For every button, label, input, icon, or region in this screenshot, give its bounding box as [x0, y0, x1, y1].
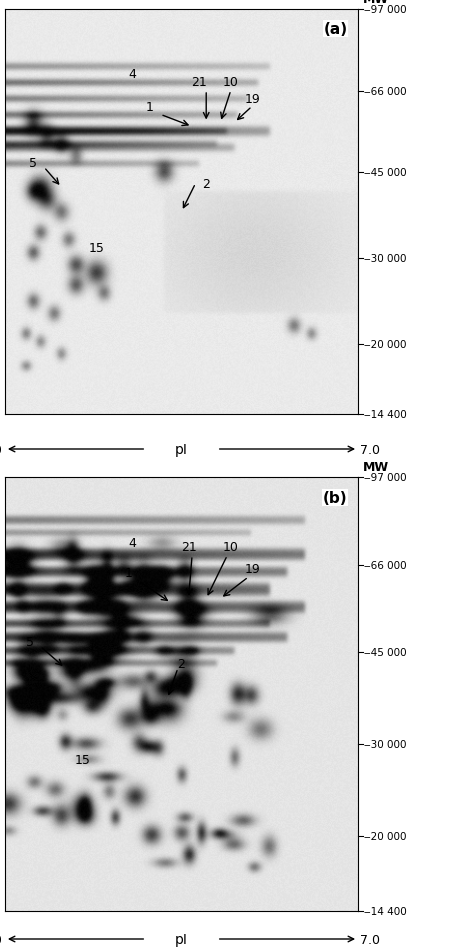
- Text: (a): (a): [323, 22, 347, 37]
- Text: ‒97 000: ‒97 000: [364, 472, 407, 483]
- Text: 4.0: 4.0: [0, 443, 3, 456]
- Text: 15: 15: [89, 242, 105, 255]
- Text: 1: 1: [125, 566, 133, 580]
- Text: 7.0: 7.0: [360, 443, 380, 456]
- Text: ‒30 000: ‒30 000: [364, 739, 406, 749]
- Text: 4: 4: [128, 69, 136, 81]
- Text: 5: 5: [26, 636, 33, 648]
- Text: 10: 10: [223, 76, 239, 89]
- Text: 21: 21: [181, 541, 196, 553]
- Text: pI: pI: [175, 932, 188, 946]
- Text: MW: MW: [363, 0, 389, 6]
- Text: 19: 19: [244, 92, 260, 106]
- Text: 1: 1: [146, 101, 153, 113]
- Text: ‒14 400: ‒14 400: [364, 906, 407, 916]
- Text: 19: 19: [244, 562, 260, 575]
- Text: 7.0: 7.0: [360, 933, 380, 945]
- Text: ‒30 000: ‒30 000: [364, 254, 406, 264]
- Text: MW: MW: [363, 461, 389, 474]
- Text: 2: 2: [178, 658, 186, 670]
- Text: ‒20 000: ‒20 000: [364, 831, 406, 842]
- Text: ‒97 000: ‒97 000: [364, 5, 407, 15]
- Text: 21: 21: [191, 76, 207, 89]
- Text: ‒45 000: ‒45 000: [364, 647, 407, 657]
- Text: ‒20 000: ‒20 000: [364, 340, 406, 350]
- Text: ‒66 000: ‒66 000: [364, 560, 407, 570]
- Text: 15: 15: [75, 753, 91, 765]
- Text: pI: pI: [175, 443, 188, 457]
- Text: ‒14 400: ‒14 400: [364, 409, 407, 420]
- Text: 4.0: 4.0: [0, 933, 3, 945]
- Text: 5: 5: [29, 157, 37, 170]
- Text: ‒66 000: ‒66 000: [364, 87, 407, 97]
- Text: (b): (b): [323, 490, 347, 506]
- Text: 2: 2: [202, 177, 210, 190]
- Text: 4: 4: [128, 536, 136, 549]
- Text: 10: 10: [223, 541, 239, 553]
- Text: ‒45 000: ‒45 000: [364, 168, 407, 178]
